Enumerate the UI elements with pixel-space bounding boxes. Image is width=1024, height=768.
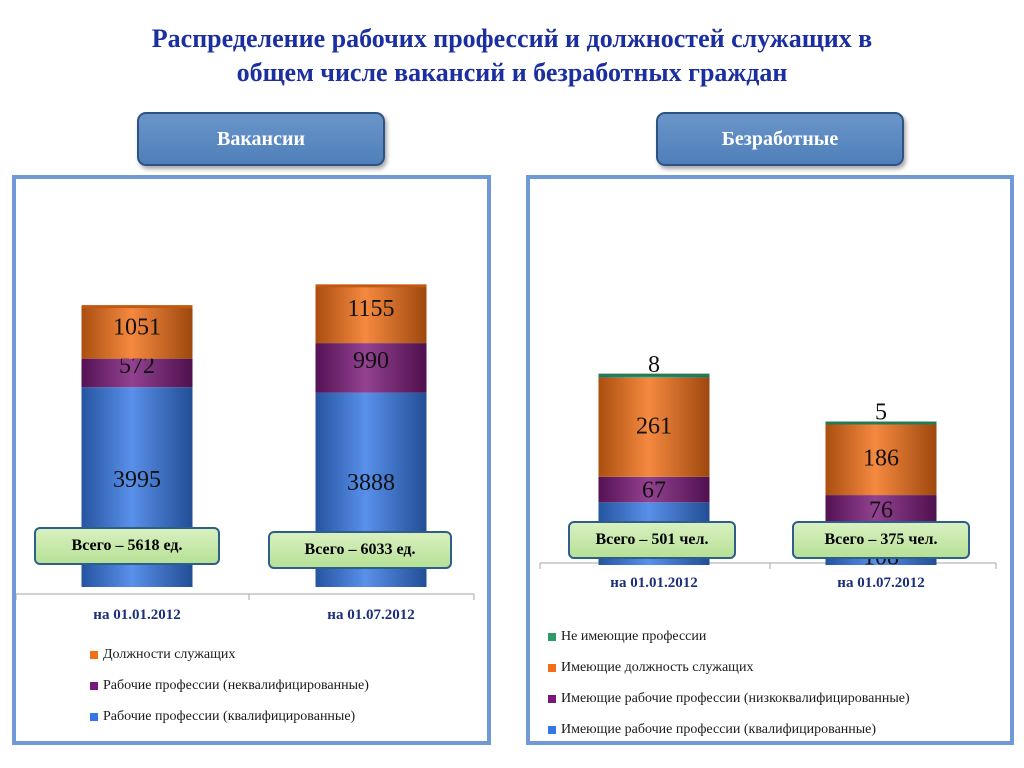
x-tick-label: на 01.01.2012 — [610, 575, 697, 591]
legend-item: Имеющие рабочие профессии (низкоквалифиц… — [548, 683, 910, 714]
legend-item: Рабочие профессии (неквалифицированные) — [90, 670, 369, 701]
data-label: 261 — [636, 413, 672, 439]
vacancies-legend: Должности служащих Рабочие профессии (нек… — [90, 639, 369, 732]
x-tick-label: на 01.01.2012 — [93, 607, 180, 623]
vacancies-header: Вакансии — [137, 112, 385, 166]
legend-label: Рабочие профессии (неквалифицированные) — [103, 677, 369, 693]
bar-top-edge — [81, 305, 193, 309]
legend-label: Рабочие профессии (квалифицированные) — [103, 708, 356, 724]
bar-segment-unemployed-2-3 — [825, 424, 937, 496]
unemployed-total-2: Всего – 375 чел. — [792, 521, 970, 559]
vacancies-total-2: Всего – 6033 ед. — [268, 531, 452, 569]
data-label: 1155 — [347, 296, 394, 322]
legend-item: Не имеющие профессии — [548, 621, 910, 652]
legend-item: Имеющие должность служащих — [548, 652, 910, 683]
legend-swatch — [90, 712, 98, 721]
legend-label: Не имеющие профессии — [561, 628, 707, 644]
data-label: 186 — [863, 446, 899, 472]
legend-label: Имеющие должность служащих — [561, 659, 754, 675]
unemployed-legend: Не имеющие профессии Имеющие должность сл… — [548, 621, 910, 745]
legend-item: Рабочие профессии (квалифицированные) — [90, 701, 369, 732]
bar-segment-vacancies-2-3 — [315, 285, 427, 344]
bar-segment-vacancies-1-3 — [81, 306, 193, 359]
bar-top-edge — [825, 421, 937, 425]
unemployed-panel: 165672618на 01.01.2012108761865на 01.07.… — [526, 175, 1014, 745]
vacancies-panel: 3995 572 1051 на 01.01.2012 3888 990 1155 на 01… — [12, 175, 491, 745]
legend-swatch — [90, 681, 98, 690]
legend-swatch — [548, 632, 556, 641]
legend-swatch — [548, 694, 556, 703]
legend-swatch — [90, 650, 98, 659]
legend-label: Имеющие рабочие профессии (низкоквалифиц… — [561, 690, 910, 706]
title-line-1: Распределение рабочих профессий и должно… — [151, 24, 873, 53]
legend-item: Имеющие рабочие профессии (квалифицирова… — [548, 714, 910, 745]
bar-segment-unemployed-2-2 — [825, 495, 937, 524]
bar-top-edge — [315, 284, 427, 288]
title-line-2: общем числе вакансий и безработных гражд… — [236, 58, 788, 87]
bar-segment-unemployed-1-3 — [598, 377, 710, 477]
data-label: 5 — [875, 399, 887, 425]
data-label: 3888 — [347, 470, 395, 496]
data-label: 76 — [869, 498, 893, 524]
data-label: 1051 — [113, 314, 161, 340]
unemployed-total-1: Всего – 501 чел. — [568, 521, 736, 559]
x-tick-label: на 01.07.2012 — [327, 607, 414, 623]
page-title: Распределение рабочих профессий и должно… — [60, 22, 964, 90]
bar-segment-vacancies-1-2 — [81, 358, 193, 388]
data-label: 3995 — [113, 467, 161, 493]
legend-swatch — [548, 725, 556, 734]
data-label: 67 — [642, 478, 666, 504]
legend-label: Имеющие рабочие профессии (квалифицирова… — [561, 721, 877, 737]
legend-swatch — [548, 663, 556, 672]
unemployed-header: Безработные — [656, 112, 904, 166]
data-label: 8 — [648, 352, 660, 378]
legend-label: Должности служащих — [103, 646, 236, 662]
vacancies-total-1: Всего – 5618 ед. — [34, 527, 220, 565]
bar-segment-unemployed-1-2 — [598, 476, 710, 503]
x-tick-label: на 01.07.2012 — [837, 575, 924, 591]
data-label: 990 — [353, 348, 389, 374]
legend-item: Должности служащих — [90, 639, 369, 670]
bar-top-edge — [598, 373, 710, 377]
bar-segment-vacancies-2-2 — [315, 343, 427, 393]
